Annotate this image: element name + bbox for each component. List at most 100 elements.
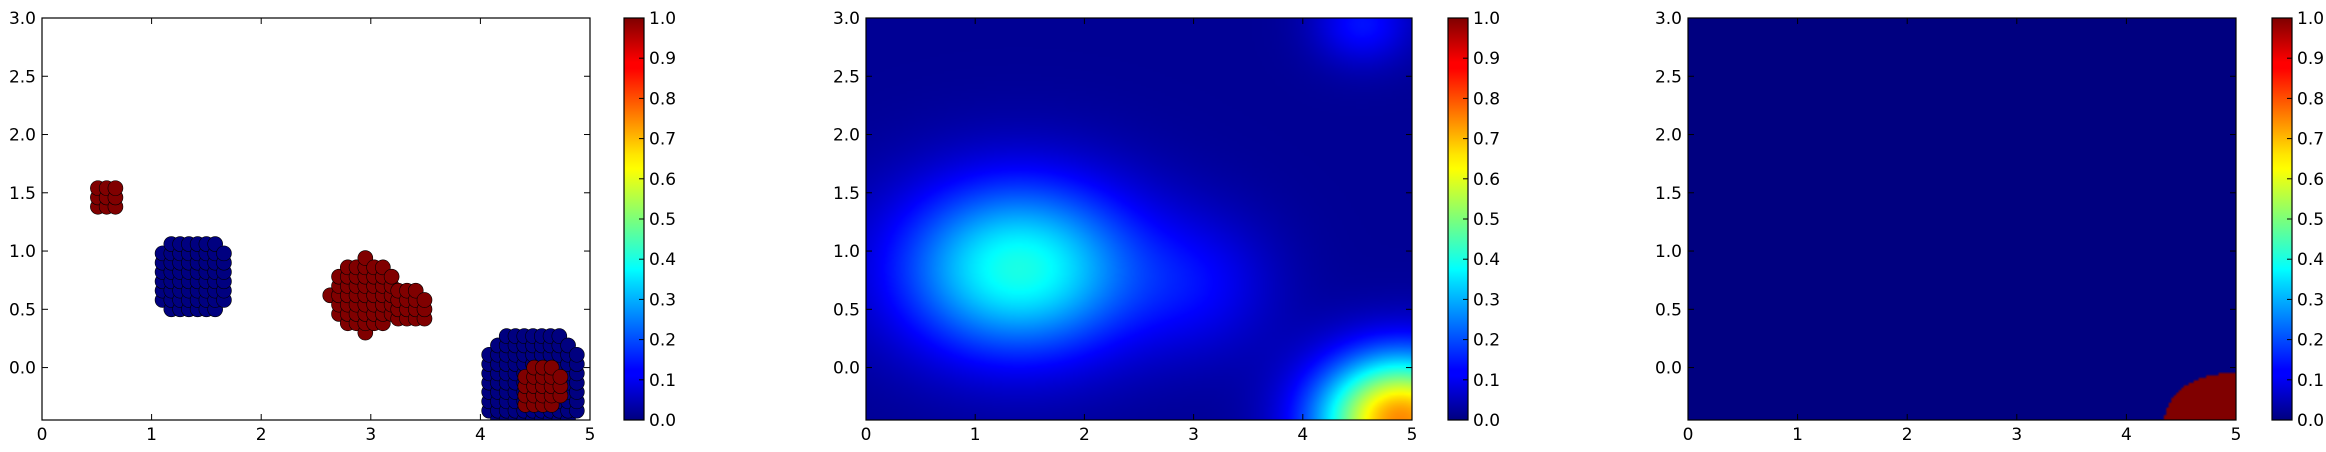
y-tick-label: 1.5: [9, 184, 36, 204]
heatmap-raster: [1688, 18, 2236, 420]
x-tick-label: 1: [146, 425, 157, 445]
scatter-cluster: [390, 282, 433, 327]
decision-heatmap-panel: 0 1 2 3 4 5 0.0 0.5 1.0 1.5 2.0 2.5 3.0 0.0 0.1 0.2 0.3…: [1655, 9, 2324, 445]
y-tick-label: 0.5: [833, 300, 860, 320]
y-tick-label: 3.0: [833, 9, 860, 29]
x-tick-label: 2: [256, 425, 267, 445]
y-tick-label: 2.5: [9, 67, 36, 87]
colorbar-tick-label: 0.8: [1473, 89, 1500, 109]
y-tick-label: 2.0: [833, 126, 860, 146]
colorbar-tick-label: 0.6: [2297, 170, 2324, 190]
axis-ticks: 0 1 2 3 4 5 0.0 0.5 1.0 1.5 2.0 2.5 3.0: [9, 9, 595, 445]
colorbar-tick-label: 0.2: [649, 331, 676, 351]
colorbar-tick-label: 0.6: [649, 170, 676, 190]
scatter-point: [552, 369, 569, 385]
scatter-point: [543, 422, 558, 437]
probability-heatmap-panel: 0 1 2 3 4 5 0.0 0.5 1.0 1.5 2.0 2.5 3.0 0.0 0.1 0.2 0.3…: [833, 9, 1500, 445]
scatter-point: [508, 422, 523, 437]
colorbar-tick-label: 0.1: [649, 371, 676, 391]
x-tick-label: 5: [1407, 425, 1418, 445]
y-tick-label: 0.0: [9, 359, 36, 379]
colorbar-tick-label: 0.3: [649, 290, 676, 310]
colorbar-tick-label: 0.9: [2297, 49, 2324, 69]
axes-border: [41, 17, 591, 421]
colorbar-tick-label: 0.9: [649, 49, 676, 69]
y-tick-label: 1.0: [9, 242, 36, 262]
colorbar-tick-label: 1.0: [1473, 9, 1500, 29]
y-tick-label: 2.5: [833, 67, 860, 87]
scatter-cluster: [517, 359, 569, 413]
colorbar-tick-label: 0.3: [2297, 290, 2324, 310]
colorbar-tick-label: 0.9: [1473, 49, 1500, 69]
scatter-point: [526, 431, 541, 446]
colorbar-tick-label: 0.0: [2297, 411, 2324, 431]
colorbar-gradient: [2272, 18, 2292, 420]
colorbar-tick-label: 0.7: [649, 130, 676, 150]
colorbar-tick-label: 0.5: [1473, 210, 1500, 230]
y-tick-label: 2.0: [1655, 126, 1682, 146]
heatmap-image: [1688, 18, 2236, 420]
scatter-cluster: [154, 236, 232, 318]
colorbar-tick-label: 0.4: [1473, 250, 1500, 270]
scatter-points: [42, 18, 590, 446]
colorbar-tick-label: 0.2: [2297, 331, 2324, 351]
y-tick-label: 3.0: [9, 9, 36, 29]
scatter-point: [107, 180, 124, 196]
colorbar-tick-label: 0.0: [649, 411, 676, 431]
axes-border: [1687, 17, 2237, 421]
colorbar-tick-label: 0.6: [1473, 170, 1500, 190]
x-tick-label: 4: [475, 425, 486, 445]
plot-frame: [41, 17, 591, 421]
colorbar: 0.0 0.1 0.2 0.3 0.4 0.5 0.6 0.7 0.8 0.9 1.0: [623, 9, 676, 431]
y-tick-label: 0.0: [833, 359, 860, 379]
scatter-point: [499, 422, 514, 437]
colorbar-tick-label: 0.7: [1473, 130, 1500, 150]
colorbar-tick-label: 0.8: [2297, 89, 2324, 109]
colorbar: 0.0 0.1 0.2 0.3 0.4 0.5 0.6 0.7 0.8 0.9 1.0: [2271, 9, 2324, 431]
colorbar-tick-label: 0.1: [2297, 371, 2324, 391]
scatter-panel: 0 1 2 3 4 5 0.0 0.5 1.0 1.5 2.0 2.5 3.0 0.0 0.1 0.2 0.3…: [9, 9, 676, 446]
x-tick-label: 2: [1902, 425, 1913, 445]
x-tick-label: 5: [585, 425, 596, 445]
y-tick-label: 1.0: [833, 242, 860, 262]
colorbar-tick-label: 0.5: [649, 210, 676, 230]
y-tick-label: 0.5: [9, 300, 36, 320]
x-tick-label: 0: [1683, 425, 1694, 445]
x-tick-label: 3: [365, 425, 376, 445]
y-tick-label: 0.5: [1655, 300, 1682, 320]
x-tick-label: 4: [1297, 425, 1308, 445]
scatter-point: [569, 346, 585, 363]
colorbar-tick-label: 0.1: [1473, 371, 1500, 391]
scatter-point: [552, 422, 567, 437]
x-tick-label: 0: [861, 425, 872, 445]
colorbar-gradient: [1448, 18, 1468, 420]
scatter-cluster: [90, 180, 124, 215]
y-tick-label: 3.0: [1655, 9, 1682, 29]
colorbar-tick-label: 0.4: [2297, 250, 2324, 270]
heatmap-image: [866, 18, 1412, 420]
colorbar-tick-label: 0.5: [2297, 210, 2324, 230]
x-tick-label: 1: [1792, 425, 1803, 445]
x-tick-label: 3: [1188, 425, 1199, 445]
y-tick-label: 1.5: [833, 184, 860, 204]
axis-ticks: 0 1 2 3 4 5 0.0 0.5 1.0 1.5 2.0 2.5 3.0: [833, 9, 1417, 445]
colorbar-tick-label: 1.0: [649, 9, 676, 29]
x-tick-label: 2: [1079, 425, 1090, 445]
scatter-point: [517, 422, 532, 437]
x-tick-label: 5: [2231, 425, 2242, 445]
x-tick-label: 0: [37, 425, 48, 445]
scatter-point: [534, 422, 549, 437]
colorbar-tick-label: 1.0: [2297, 9, 2324, 29]
x-tick-label: 1: [970, 425, 981, 445]
y-tick-label: 1.5: [1655, 184, 1682, 204]
plot-frame: [865, 17, 1413, 421]
scatter-point: [416, 292, 433, 308]
plot-frame: [1687, 17, 2237, 421]
y-tick-label: 2.5: [1655, 67, 1682, 87]
colorbar-tick-label: 0.7: [2297, 130, 2324, 150]
axes-border: [865, 17, 1413, 421]
y-tick-label: 2.0: [9, 126, 36, 146]
colorbar-gradient: [624, 18, 644, 420]
scatter-point: [383, 268, 400, 285]
